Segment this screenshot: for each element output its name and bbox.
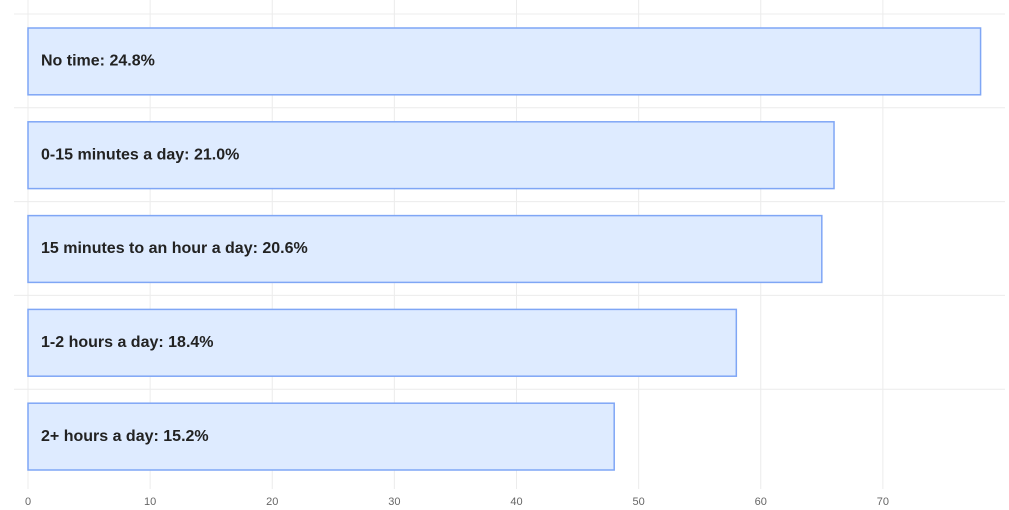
x-tick-label: 50 [633, 496, 645, 508]
bar-label: No time: 24.8% [41, 53, 155, 70]
x-tick-label: 40 [510, 496, 522, 508]
x-tick-label: 20 [266, 496, 278, 508]
bar-label: 0-15 minutes a day: 21.0% [41, 146, 239, 163]
bar [27, 402, 615, 471]
x-tick-label: 70 [877, 496, 889, 508]
bar [27, 308, 738, 377]
bar-label: 1-2 hours a day: 18.4% [41, 334, 214, 351]
x-tick-label: 10 [144, 496, 156, 508]
bar [27, 121, 835, 190]
x-tick-label: 60 [755, 496, 767, 508]
x-tick-label: 30 [388, 496, 400, 508]
bar [27, 214, 823, 284]
bar [27, 27, 982, 96]
bar-label: 2+ hours a day: 15.2% [41, 428, 209, 445]
bar-label: 15 minutes to an hour a day: 20.6% [41, 240, 308, 257]
x-tick-label: 0 [25, 496, 31, 508]
